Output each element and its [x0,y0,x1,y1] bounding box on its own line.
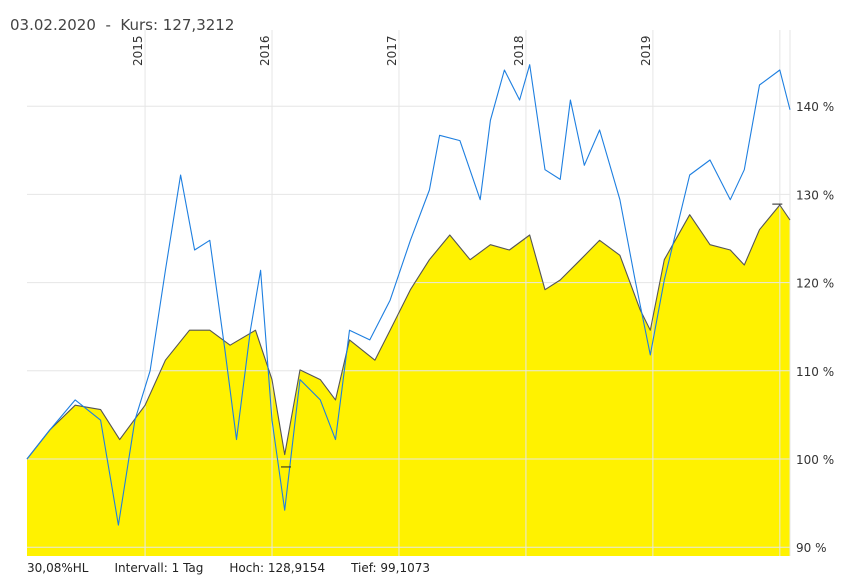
y-tick-label: 140 % [796,100,834,114]
interval-label: Intervall: 1 Tag [114,561,204,575]
chart-footer: 30,08%HL Intervall: 1 Tag Hoch: 128,9154… [27,561,456,575]
y-tick-label: 130 % [796,188,834,202]
x-tick-label: 2015 [131,35,145,66]
range-label: 30,08%HL [27,561,89,575]
y-tick-label: 90 % [796,541,827,555]
series-line-1 [26,64,791,526]
low-label: Tief: 99,1073 [351,561,431,575]
x-tick-label: 2019 [639,35,653,66]
y-tick-label: 110 % [796,365,834,379]
price-label: Kurs: 127,3212 [120,16,235,34]
title-separator: - [105,16,111,34]
price-chart: 90 % 100 % 110 % 120 % 130 % 140 % 2015 2016 201… [26,30,834,556]
x-tick-label: 2017 [385,35,399,66]
x-tick-label: 2016 [258,35,272,66]
chart-title: 03.02.2020 - Kurs: 127,3212 [10,16,234,34]
date-label: 03.02.2020 [10,16,96,34]
high-label: Hoch: 128,9154 [229,561,326,575]
series-area-0 [27,205,790,556]
x-tick-label: 2018 [512,35,526,66]
y-tick-label: 100 % [796,453,834,467]
y-tick-label: 120 % [796,277,834,291]
